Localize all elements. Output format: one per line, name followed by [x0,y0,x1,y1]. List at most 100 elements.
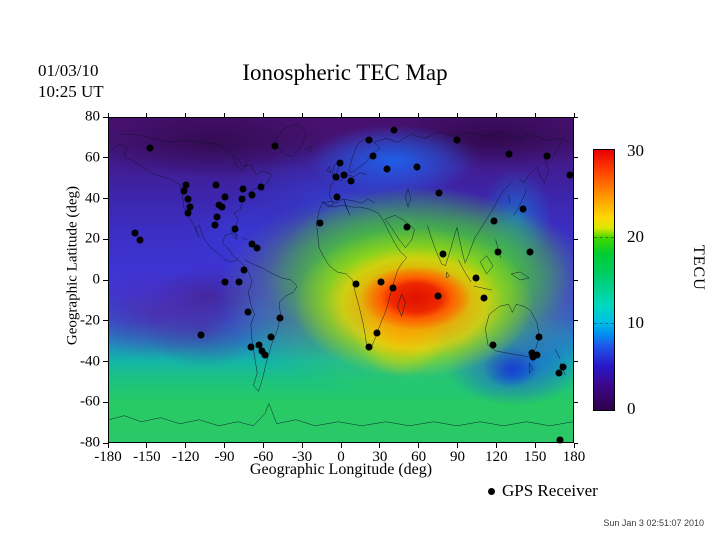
x-tick-mark [573,443,575,448]
gps-receiver-dot [333,193,341,201]
y-axis-label: Geographic Latitude (deg) [64,185,81,346]
gps-receiver-dot [566,171,574,179]
gps-receiver-dot [533,351,541,359]
y-tick-label: 20 [85,230,100,247]
gps-receiver-dot [403,223,411,231]
time-text: 10:25 UT [38,82,104,101]
render-timestamp: Sun Jan 3 02:51:07 2010 [603,518,704,528]
y-tick-mark [103,116,108,118]
colorbar-tick-label: 20 [627,227,644,246]
x-tick-label: 120 [485,449,508,465]
gps-receiver-dot [347,177,355,185]
y-tick-mark-right [574,157,578,159]
tec-colorbar [593,149,615,411]
gps-receiver-dot [211,221,219,229]
x-tick-mark [418,443,420,448]
gps-receiver-dot [212,181,220,189]
gps-receiver-dot [535,333,543,341]
gps-receiver-dot [221,278,229,286]
gps-receiver-dot [453,136,461,144]
x-tick-mark [495,443,497,448]
gps-receiver-dot [258,347,266,355]
x-tick-mark-top [301,113,303,117]
legend-label: GPS Receiver [502,481,598,500]
x-tick-label: 150 [523,449,547,465]
gps-receiver-dot [235,278,243,286]
gps-receiver-dot [239,185,247,193]
x-tick-label: -180 [94,449,122,465]
x-tick-mark-top [573,113,575,117]
gps-receiver-dot [529,353,537,361]
x-tick-mark [262,443,264,448]
gps-receiver-dot [519,205,527,213]
x-tick-mark-top [185,113,187,117]
x-tick-mark-top [534,113,536,117]
gps-receiver-dot [184,209,192,217]
colorbar-tick-10-line [594,322,614,324]
gps-receiver-dot [490,217,498,225]
x-tick-label: 30 [372,449,388,465]
y-tick-mark-right [574,320,578,322]
gps-receiver-dot [215,201,223,209]
gps-receiver-dot [240,266,248,274]
x-tick-mark-top [418,113,420,117]
x-tick-label: 60 [411,449,427,465]
gps-receiver-dot [267,333,275,341]
gps-receiver-dot [276,314,284,322]
y-tick-label: -40 [80,353,100,369]
y-tick-mark-right [574,238,578,240]
gps-receiver-dot [248,191,256,199]
y-tick-mark-right [574,442,578,444]
y-tick-label: -80 [80,434,100,451]
gps-receiver-dot [369,152,377,160]
x-tick-mark [340,443,342,448]
colorbar-tick-label: 0 [627,399,636,418]
gps-receiver-dot [238,195,246,203]
colorbar-unit-label: TECU [690,245,707,291]
y-tick-label: 60 [85,149,100,166]
x-tick-label: -120 [171,449,200,465]
x-tick-mark [301,443,303,448]
gps-receiver-dot [365,343,373,351]
gps-receiver-dot [131,229,139,237]
x-tick-mark [146,443,148,448]
y-tick-mark [103,361,108,362]
gps-receiver-dot [480,294,488,302]
gps-receiver-dot [528,349,536,357]
gps-receiver-dot [316,219,324,227]
gps-receiver-dot [526,248,534,256]
x-tick-label: 180 [562,449,586,465]
gps-receiver-dot [271,142,279,150]
x-tick-mark-top [107,113,109,117]
gps-receiver-dot [186,203,194,211]
gps-receiver-dot [257,183,265,191]
legend-gps-receiver: GPS Receiver [488,481,598,501]
y-tick-mark [103,320,108,322]
x-tick-mark [379,443,381,448]
y-tick-mark-right [574,279,578,281]
colorbar-tick-20-line [594,237,614,239]
gps-receiver-dot [556,436,564,444]
gps-receiver-dot [255,341,262,349]
gps-receiver-dot [146,144,154,152]
y-tick-mark-right [574,116,578,118]
y-tick-label: 0 [92,271,101,288]
gps-receiver-dot [231,225,239,233]
gps-receiver-dot [184,195,192,203]
gps-receiver-dot [377,278,385,286]
x-tick-mark-top [340,113,342,117]
x-tick-label: -30 [292,449,313,465]
gps-receiver-dot [332,173,340,181]
gps-receiver-dot [383,165,391,173]
gps-receiver-dot [439,250,447,258]
x-tick-mark-top [146,113,148,117]
gps-receiver-dot [218,203,226,211]
gps-receiver-dot [390,126,398,134]
gps-receiver-dot [248,240,256,248]
gps-receiver-dot [389,284,397,292]
gps-receiver-dot [434,292,442,300]
gps-receiver-dot [180,187,188,195]
x-tick-mark-top [224,113,225,117]
x-tick-label: 90 [450,449,465,465]
